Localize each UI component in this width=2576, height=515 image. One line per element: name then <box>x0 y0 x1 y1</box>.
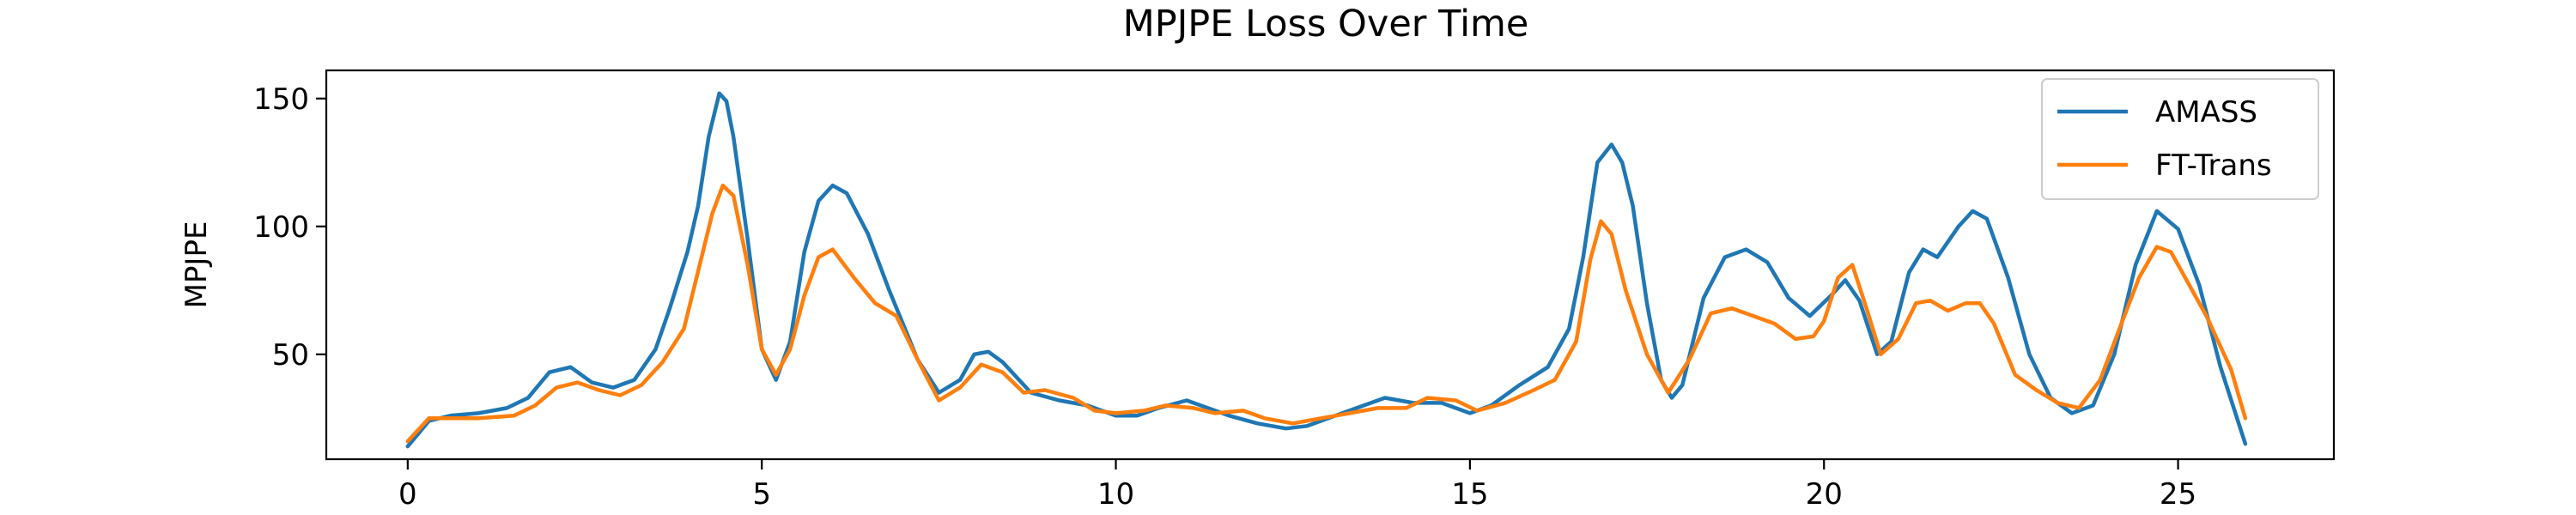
y-tick-label: 150 <box>253 82 309 117</box>
x-tick-label: 25 <box>2160 477 2196 512</box>
y-tick-label: 50 <box>272 338 309 373</box>
y-axis-label: MPJPE <box>179 221 214 309</box>
series-line-amass <box>405 91 2248 449</box>
legend-label: AMASS <box>2155 95 2257 130</box>
y-tick-label: 100 <box>253 210 309 245</box>
x-tick-label: 5 <box>752 477 771 512</box>
legend-label: FT-Trans <box>2155 148 2272 183</box>
chart-title: MPJPE Loss Over Time <box>1123 3 1529 45</box>
series-line-ft-trans <box>405 183 2248 444</box>
axis-ticks: 0 5 10 15 20 25 50 100 150 <box>253 82 2196 512</box>
x-tick-label: 10 <box>1097 477 1134 512</box>
x-tick-label: 0 <box>398 477 417 512</box>
series-layer <box>405 91 2248 449</box>
x-tick-label: 20 <box>1806 477 1843 512</box>
plot-frame <box>325 69 2336 461</box>
x-tick-label: 15 <box>1451 477 1488 512</box>
legend-box <box>2041 78 2319 200</box>
legend: AMASS FT-Trans <box>2041 78 2319 200</box>
